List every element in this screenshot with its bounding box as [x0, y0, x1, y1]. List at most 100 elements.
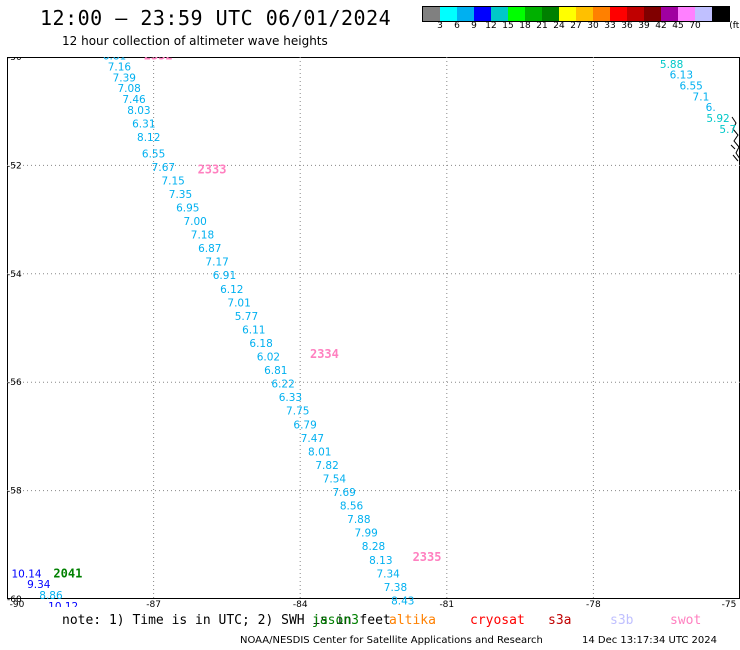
wave-height-value: 7.39 — [113, 72, 136, 84]
satellite-legend-swot: swot — [670, 613, 702, 628]
wave-height-value: 6.81 — [103, 57, 126, 63]
color-swatch — [423, 7, 440, 21]
color-scale-tick: 15 — [502, 21, 514, 31]
satellite-legend-cryosat: cryosat — [470, 613, 525, 628]
color-swatch — [542, 7, 559, 21]
wave-height-value: 6.79 — [293, 419, 316, 431]
wave-height-value: 6.55 — [142, 148, 165, 160]
wave-height-map: -90 -87 -84 -81 -78 -75 -50 -52 -54 -56 -58 -60 6.81… — [7, 57, 740, 607]
latitude-tick-label: -56 — [7, 378, 22, 388]
wave-height-value: 7.47 — [301, 433, 324, 445]
satellite-legend-s3b: s3b — [610, 613, 634, 628]
wave-height-value: 7.88 — [347, 514, 370, 526]
wave-height-value: 7.17 — [205, 257, 228, 269]
color-swatch — [525, 7, 542, 21]
wave-height-value: 7.18 — [191, 230, 214, 242]
wave-height-value: 8.56 — [340, 501, 364, 513]
wave-height-value: 7.01 — [227, 297, 250, 309]
map-frame — [7, 57, 740, 599]
latitude-tick-label: -54 — [7, 270, 22, 280]
wave-height-value: 7.82 — [315, 460, 338, 472]
wave-height-value: 7.08 — [117, 83, 140, 95]
wave-height-value: 10.12 — [48, 601, 78, 607]
wave-height-value: 8.03 — [127, 105, 150, 117]
wave-height-value: 8.28 — [362, 541, 385, 553]
satellite-legend-s3a: s3a — [548, 613, 572, 628]
track-id-label: 1844 — [696, 57, 725, 60]
wave-height-value: 7.69 — [332, 487, 355, 499]
longitude-tick-label: -81 — [439, 600, 454, 607]
color-swatch — [457, 7, 474, 21]
color-scale-tick: 39 — [638, 21, 650, 31]
color-scale-tick: 36 — [621, 21, 633, 31]
wave-height-value: 5.7 — [719, 124, 736, 136]
color-scale-tick: 27 — [570, 21, 582, 31]
color-scale-tick: 9 — [471, 21, 477, 31]
color-scale-tick: 24 — [553, 21, 565, 31]
coastline-outline — [730, 116, 740, 162]
wave-height-value: 6.02 — [257, 352, 280, 364]
longitude-tick-label: -75 — [722, 600, 737, 607]
color-swatch — [695, 7, 712, 21]
track-id-label: 2332 — [144, 57, 173, 63]
color-swatch — [661, 7, 678, 21]
wave-height-value: 8.12 — [137, 132, 160, 144]
track-id-label: 2335 — [413, 550, 442, 564]
wave-height-value: 8.01 — [308, 446, 331, 458]
color-scale-tick: 30 — [587, 21, 599, 31]
color-swatch — [610, 7, 627, 21]
color-scale-tick: 45 — [672, 21, 684, 31]
wave-height-value: 7.46 — [122, 94, 146, 106]
credit-text: NOAA/NESDIS Center for Satellite Applica… — [240, 635, 543, 646]
wave-height-value: 5.77 — [235, 311, 258, 323]
color-scale-tick: 42 — [655, 21, 667, 31]
wave-height-value: 7.34 — [376, 568, 400, 580]
latitude-tick-label: -60 — [7, 595, 22, 605]
wave-height-value: 6.11 — [242, 324, 265, 336]
longitude-tick-label: -87 — [146, 600, 161, 607]
color-swatch — [440, 7, 457, 21]
wave-height-value: 6.91 — [213, 270, 236, 282]
color-swatch — [559, 7, 576, 21]
track-id-label: 2041 — [53, 566, 82, 580]
color-swatch — [627, 7, 644, 21]
wave-height-value: 6. — [706, 102, 716, 114]
wave-height-value: 7.99 — [354, 528, 377, 540]
color-scale-unit: (ft) — [729, 21, 740, 31]
wave-height-value: 6.31 — [132, 118, 155, 130]
color-swatch — [644, 7, 661, 21]
wave-height-value: 7.54 — [323, 473, 347, 485]
wave-height-value: 10.14 — [12, 568, 42, 580]
color-scale-tick: 70 — [689, 21, 701, 31]
wave-height-value: 9.34 — [27, 579, 51, 591]
color-scale-tick: 3 — [437, 21, 443, 31]
satellite-legend-jason3: jason3 — [312, 613, 359, 628]
wave-height-value: 7.15 — [161, 175, 184, 187]
footer-note: note: 1) Time is in UTC; 2) SWH is in fe… — [62, 613, 391, 628]
color-scale-tick: 33 — [604, 21, 616, 31]
wave-height-value: 6.12 — [220, 284, 243, 296]
color-swatch — [576, 7, 593, 21]
longitude-tick-label: -90 — [10, 600, 25, 607]
color-scale-tick: 6 — [454, 21, 460, 31]
page-title: 12:00 – 23:59 UTC 06/01/2024 — [40, 6, 392, 30]
wave-height-value: 7.35 — [169, 189, 192, 201]
wave-height-value: 6.55 — [679, 81, 702, 93]
longitude-tick-label: -78 — [586, 600, 601, 607]
latitude-tick-label: -58 — [7, 487, 22, 497]
color-swatch — [474, 7, 491, 21]
wave-height-value: 7.67 — [152, 162, 175, 174]
latitude-tick-label: -50 — [7, 57, 22, 63]
wave-height-value: 8.86 — [39, 590, 63, 602]
color-scale-tick: 12 — [485, 21, 497, 31]
color-scale-tick: 18 — [519, 21, 531, 31]
wave-height-value: 5.92 — [706, 113, 729, 125]
timestamp-text: 14 Dec 13:17:34 UTC 2024 — [582, 635, 717, 646]
color-swatch — [712, 7, 729, 21]
wave-height-value: 6.13 — [670, 70, 693, 82]
wave-height-value: 7.1 — [693, 91, 710, 103]
wave-height-value: 8.43 — [391, 595, 414, 607]
wave-height-value: 6.95 — [176, 202, 199, 214]
wave-height-value: 6.18 — [249, 338, 272, 350]
color-swatch — [508, 7, 525, 21]
